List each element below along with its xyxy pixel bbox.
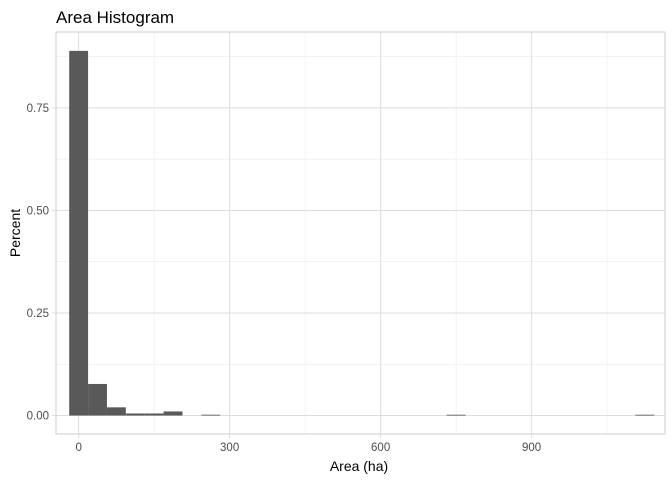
histogram-bar <box>69 50 89 416</box>
x-axis: 0 300 600 900 <box>75 434 541 454</box>
chart-title: Area Histogram <box>56 8 174 27</box>
histogram-bar <box>106 407 126 416</box>
histogram-bar <box>144 413 164 416</box>
y-tick-label: 0.00 <box>27 411 49 423</box>
x-axis-title: Area (ha) <box>330 458 388 474</box>
panel-border <box>55 31 666 435</box>
y-tick-label: 0.50 <box>27 205 49 217</box>
x-tick-label: 900 <box>522 442 541 454</box>
histogram-bar <box>446 414 466 416</box>
y-tick-label: 0.75 <box>27 103 49 115</box>
histogram-bar <box>635 414 655 416</box>
bars-layer <box>69 50 655 416</box>
histogram-bar <box>125 413 145 416</box>
histogram-bar <box>163 411 183 416</box>
histogram-bar <box>88 383 107 416</box>
grid-layer <box>56 32 665 434</box>
x-tick-label: 0 <box>75 442 81 454</box>
y-axis-title: Percent <box>7 209 23 257</box>
x-tick-label: 300 <box>220 442 239 454</box>
x-tick-label: 600 <box>371 442 390 454</box>
histogram-bar <box>201 414 221 416</box>
plot-panel <box>55 31 666 435</box>
y-axis: 0.00 0.25 0.50 0.75 <box>27 103 56 423</box>
y-tick-label: 0.25 <box>27 308 49 320</box>
